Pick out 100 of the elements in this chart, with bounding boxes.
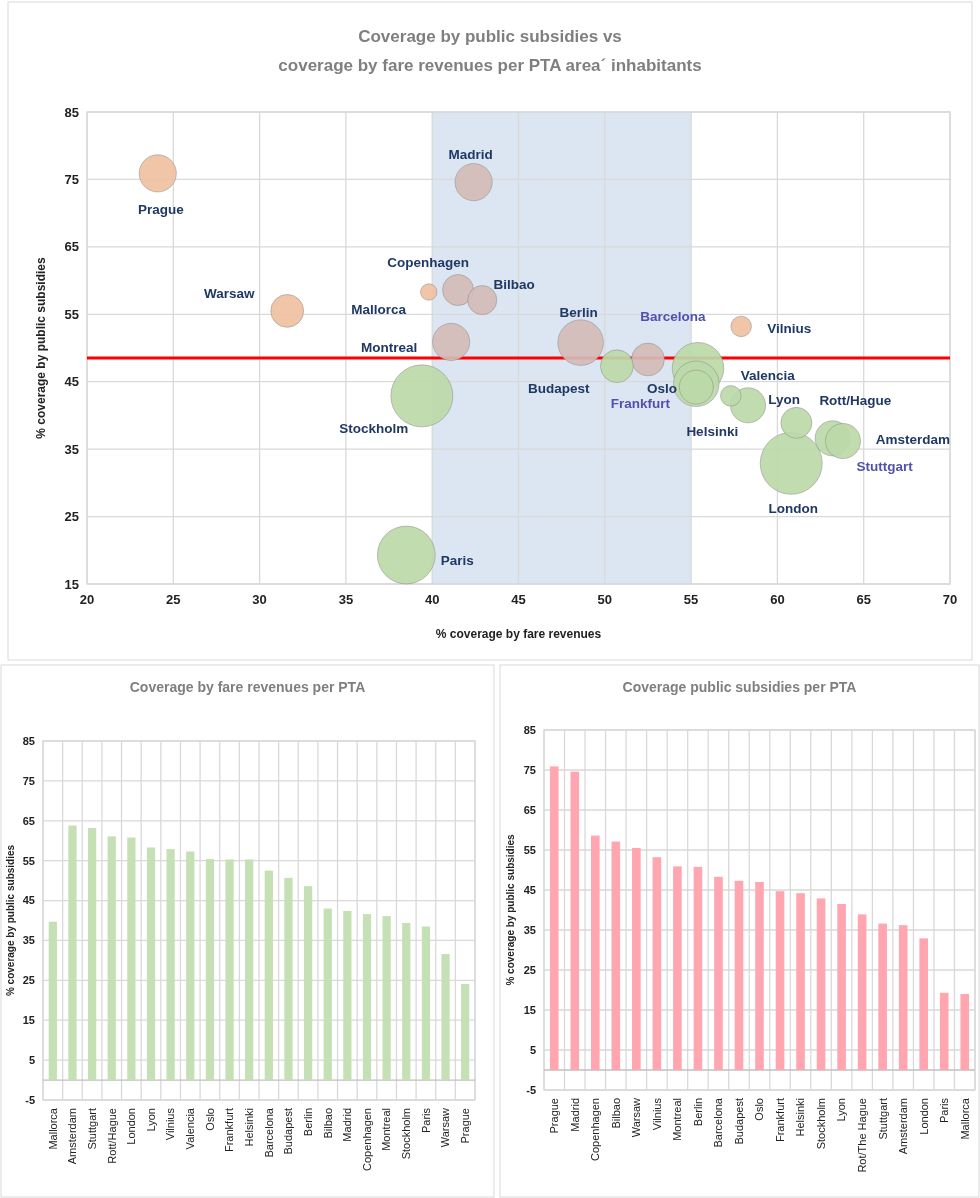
y-tick-label: 25 xyxy=(523,963,536,976)
x-tick-label: Amsterdam xyxy=(66,1108,79,1165)
x-tick-label: Helsinki xyxy=(243,1108,256,1147)
x-tick-label: 30 xyxy=(252,592,267,607)
x-tick-label: Frankfurt xyxy=(773,1098,786,1143)
x-tick-label: 70 xyxy=(942,592,958,607)
y-tick-label: 85 xyxy=(523,723,536,736)
x-tick-label: Paris xyxy=(938,1097,951,1124)
x-tick-label: Berlin xyxy=(691,1098,704,1127)
y-tick-label: 35 xyxy=(22,934,35,947)
x-tick-label: 65 xyxy=(856,592,871,607)
annotation: Amsterdam xyxy=(875,431,951,447)
y-tick-label: 15 xyxy=(523,1003,536,1016)
x-tick-label: Lyon xyxy=(835,1098,848,1122)
x-tick-label: Montreal xyxy=(380,1108,393,1151)
annotation: Vilnius xyxy=(767,321,812,337)
y-tick-label: 35 xyxy=(64,441,79,457)
y-axis-title: % coverage by public subsidies xyxy=(34,256,48,439)
x-tick-label: Bilbao xyxy=(609,1098,622,1129)
x-tick-label: Stuttgart xyxy=(85,1108,98,1150)
annotation: Helsinki xyxy=(686,423,739,439)
x-axis-title: % coverage by fare revenues xyxy=(435,627,602,641)
annotation: London xyxy=(768,501,818,517)
y-tick-label: 25 xyxy=(64,509,79,525)
x-tick-label: Barcelona xyxy=(262,1107,275,1158)
annotation: Rott/Hague xyxy=(819,392,892,408)
y-tick-label: 5 xyxy=(28,1053,35,1066)
y-tick-label: 85 xyxy=(22,734,35,747)
y-tick-label: 45 xyxy=(22,894,35,907)
x-tick-label: Vilnius xyxy=(650,1097,663,1131)
y-tick-label: -5 xyxy=(526,1083,536,1096)
annotation: Oslo xyxy=(647,380,678,396)
x-tick-label: Vilnius xyxy=(164,1107,177,1141)
x-tick-label: 40 xyxy=(424,592,440,607)
x-tick-label: 20 xyxy=(79,592,95,607)
x-tick-label: Budapest xyxy=(732,1098,745,1145)
y-tick-label: 75 xyxy=(523,763,536,776)
x-tick-label: Frankfurt xyxy=(223,1108,236,1153)
x-tick-label: London xyxy=(917,1098,930,1135)
x-tick-label: Stockholm xyxy=(400,1108,413,1160)
x-tick-label: Copenhagen xyxy=(589,1098,602,1162)
annotation: Mallorca xyxy=(351,301,407,317)
x-tick-label: Budapest xyxy=(282,1108,295,1155)
y-tick-label: 55 xyxy=(22,854,35,867)
x-tick-label: Prague xyxy=(459,1108,472,1144)
annotation: Bilbao xyxy=(493,276,535,292)
annotation: Frankfurt xyxy=(610,396,671,412)
x-tick-label: Lyon xyxy=(144,1108,157,1132)
annotation: Berlin xyxy=(559,305,598,321)
x-tick-label: Mallorca xyxy=(958,1097,971,1140)
y-axis-title: % coverage by public subsidies xyxy=(505,833,516,986)
x-tick-label: 55 xyxy=(683,592,699,607)
annotation: Lyon xyxy=(768,392,800,408)
x-tick-label: Rott/Hague xyxy=(105,1108,118,1164)
x-tick-label: 50 xyxy=(597,592,613,607)
x-tick-label: Oslo xyxy=(753,1098,766,1121)
x-tick-label: Bilbao xyxy=(321,1108,334,1139)
annotation: Warsaw xyxy=(203,285,255,301)
x-tick-label: Berlin xyxy=(301,1108,314,1137)
x-tick-label: Mallorca xyxy=(46,1107,59,1150)
x-tick-label: 35 xyxy=(338,592,354,607)
x-tick-label: 25 xyxy=(166,592,181,607)
x-tick-label: Warsaw xyxy=(630,1097,643,1138)
y-tick-label: 45 xyxy=(523,883,536,896)
annotation: Paris xyxy=(440,552,474,568)
annotation: Valencia xyxy=(740,367,796,383)
y-tick-label: 15 xyxy=(22,1014,35,1027)
x-tick-label: Helsinki xyxy=(794,1098,807,1137)
x-tick-label: Montreal xyxy=(671,1098,684,1141)
y-tick-label: 35 xyxy=(523,923,536,936)
annotation: Copenhagen xyxy=(387,254,469,270)
y-tick-label: 25 xyxy=(22,974,35,987)
x-tick-label: Stuttgart xyxy=(876,1098,889,1140)
x-tick-label: Copenhagen xyxy=(360,1108,373,1172)
chart-title: Coverage by public subsidies vs coverage by fare revenues per PTA area´ inhabitants xyxy=(278,27,702,75)
x-tick-label: 60 xyxy=(770,592,785,607)
x-tick-label: Barcelona xyxy=(712,1097,725,1148)
y-tick-label: 55 xyxy=(64,306,79,322)
x-tick-label: London xyxy=(125,1108,138,1145)
y-tick-label: 75 xyxy=(22,774,35,787)
y-tick-label: 65 xyxy=(64,239,79,255)
y-axis-title: % coverage by public subsidies xyxy=(5,844,16,997)
annotation: Stockholm xyxy=(339,420,409,436)
y-tick-label: -5 xyxy=(25,1093,35,1106)
x-tick-label: Rot/The Hague xyxy=(855,1098,868,1173)
y-tick-label: 5 xyxy=(529,1043,536,1056)
annotation: Montreal xyxy=(361,339,418,355)
y-tick-label: 65 xyxy=(523,803,536,816)
y-tick-label: 85 xyxy=(64,104,79,120)
x-tick-label: Oslo xyxy=(203,1108,216,1131)
y-tick-label: 75 xyxy=(64,171,79,187)
annotation: Madrid xyxy=(448,146,493,162)
x-tick-label: Madrid xyxy=(568,1098,581,1132)
y-tick-label: 55 xyxy=(523,843,536,856)
x-tick-label: Madrid xyxy=(341,1108,354,1142)
x-tick-label: Warsaw xyxy=(439,1107,452,1148)
chart-title: Coverage public subsidies per PTA xyxy=(622,679,857,695)
x-tick-label: Prague xyxy=(548,1098,561,1134)
x-tick-label: Amsterdam xyxy=(897,1098,910,1155)
y-tick-label: 15 xyxy=(64,576,79,592)
